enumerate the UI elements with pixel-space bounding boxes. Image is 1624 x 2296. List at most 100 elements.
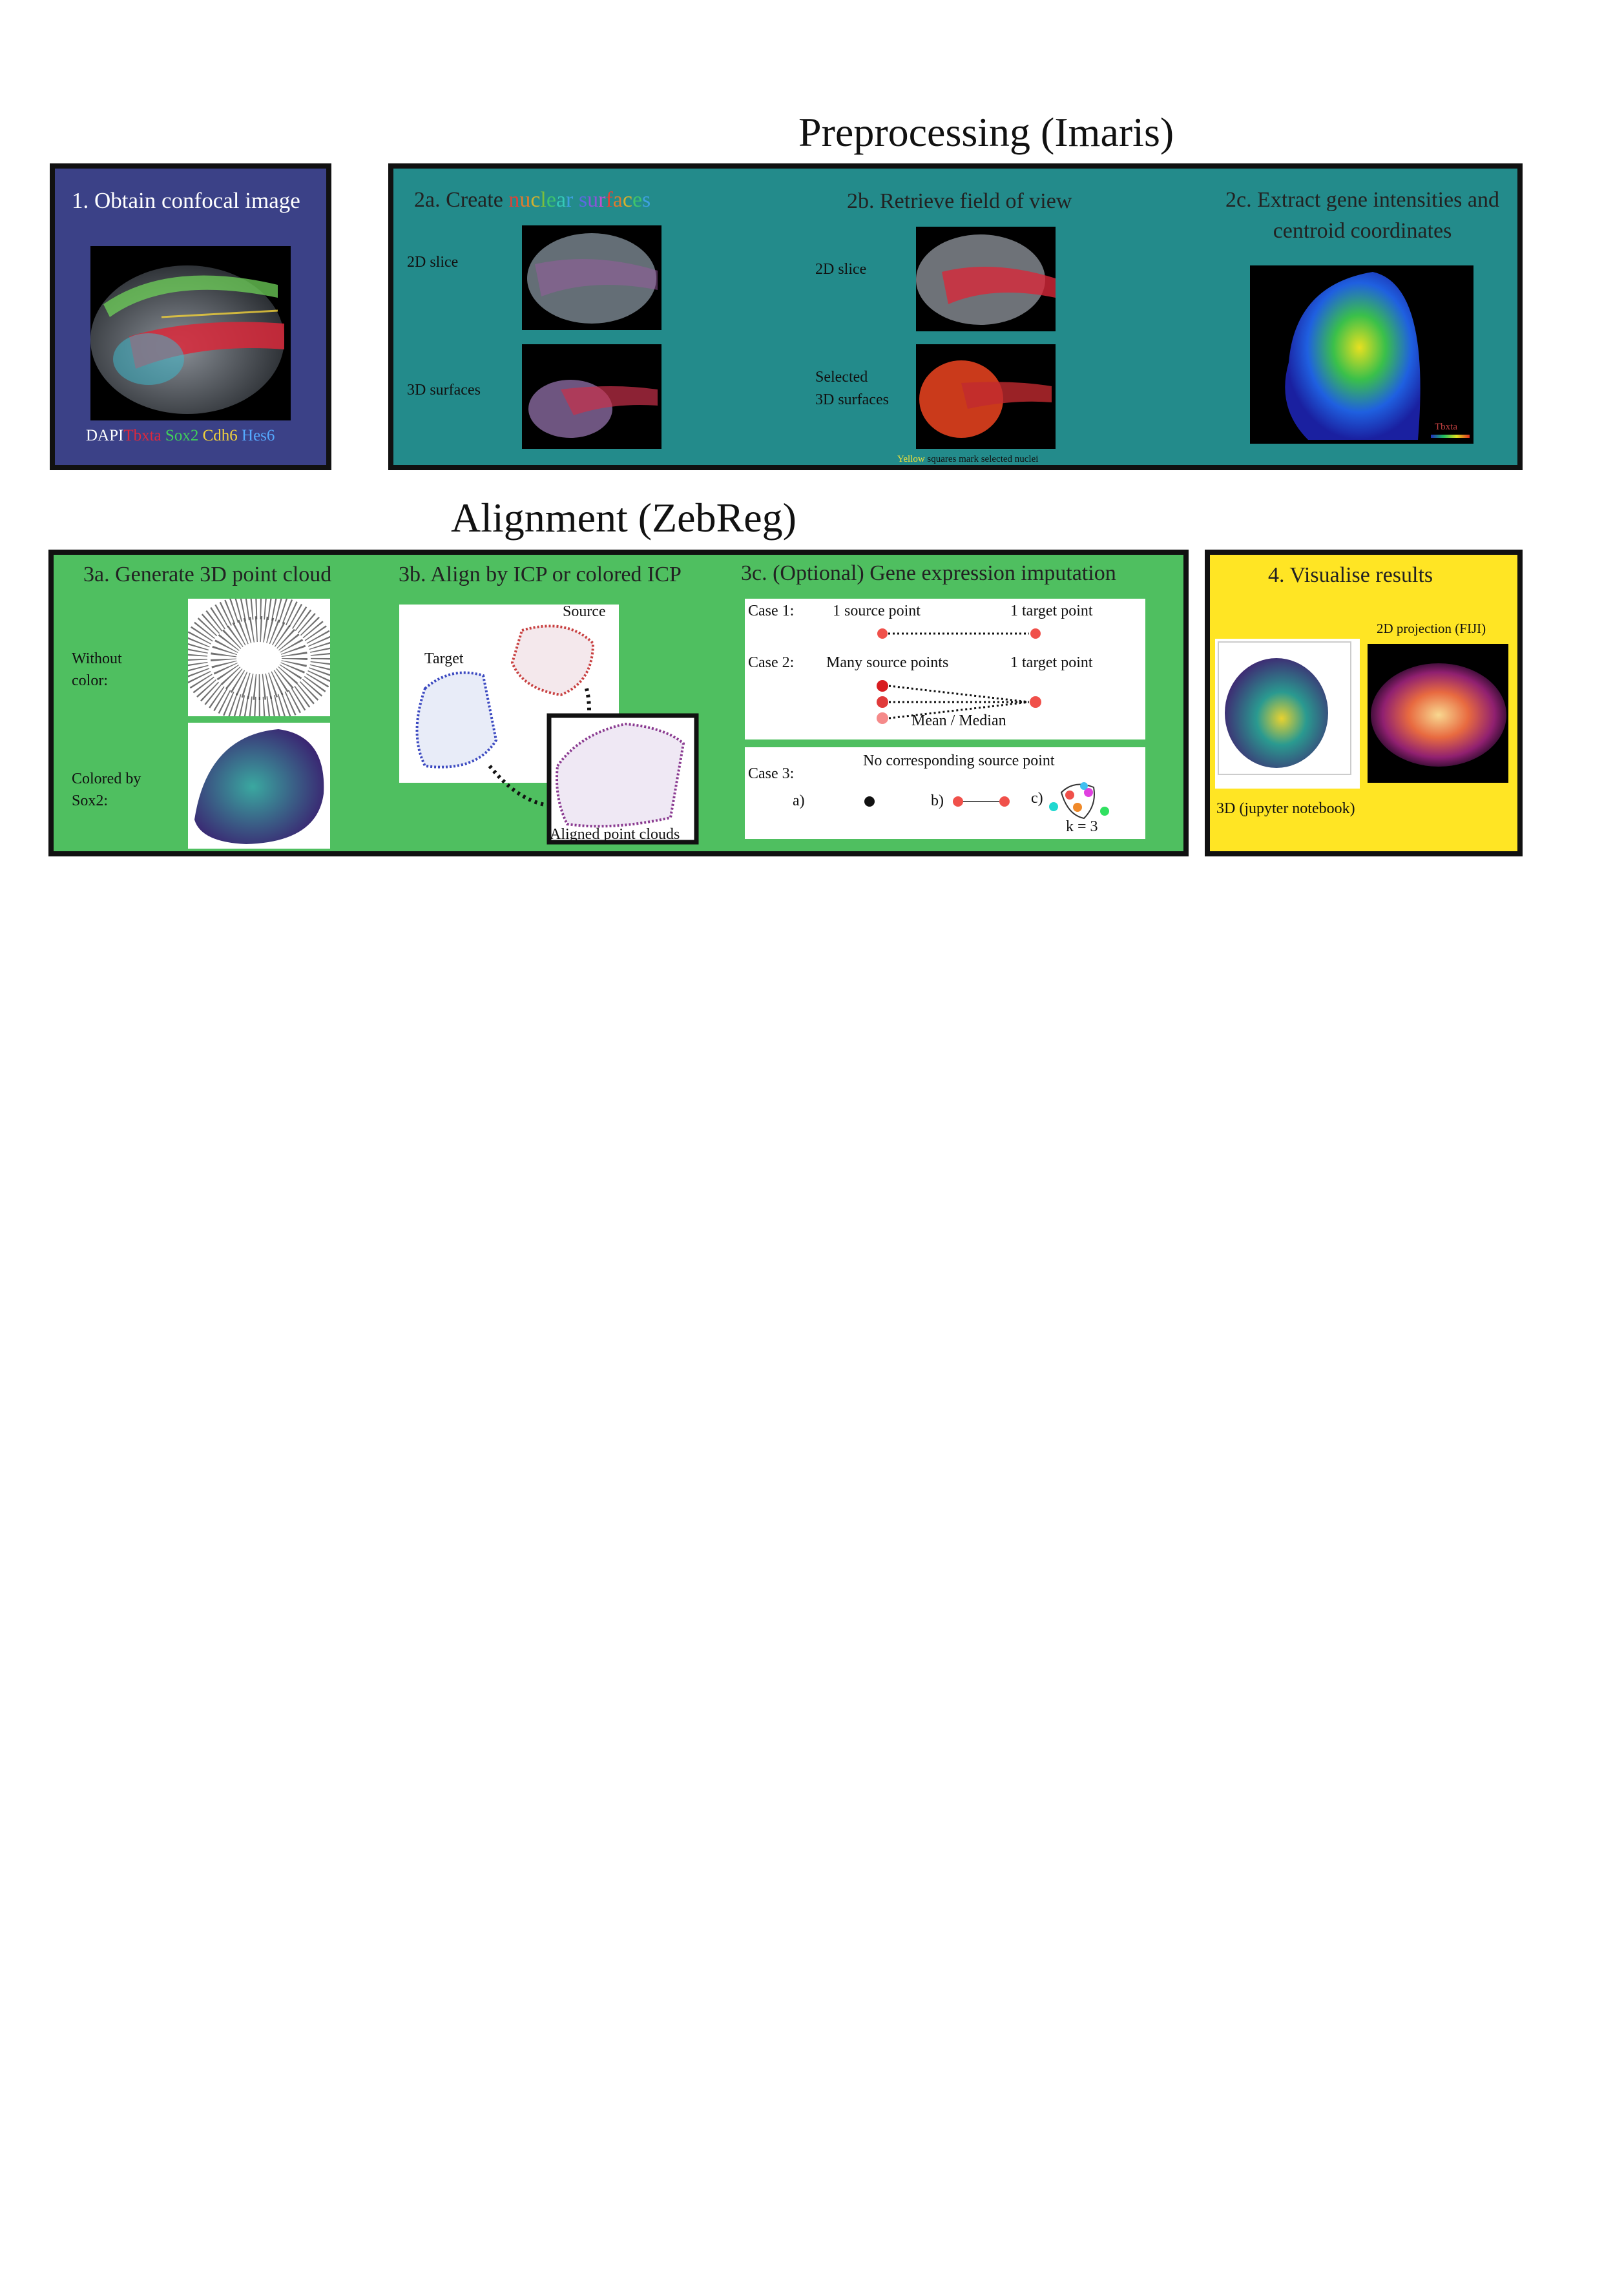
legend-dapi: DAPI [86, 427, 124, 444]
icp-aligned-label: Aligned point clouds [550, 826, 680, 843]
panel3c-title: 3c. (Optional) Gene expression imputatio… [741, 561, 1116, 585]
case2-source-point-2 [877, 696, 888, 708]
field-of-view-2d-image [916, 227, 1056, 331]
case2-source-point-3 [877, 712, 888, 724]
case3c-far-point-1 [1049, 802, 1058, 811]
case3c-center-point [1065, 791, 1074, 800]
panel2a-title-letter: c [530, 188, 541, 212]
preprocessing-heading: Preprocessing (Imaris) [798, 109, 1174, 155]
imputation-case3-box: Case 3: No corresponding source point a)… [745, 747, 1145, 839]
panel-obtain-confocal: 1. Obtain confocal image DAPITbxta Sox2 … [50, 163, 331, 470]
panel2a-title-letter [573, 188, 579, 212]
panel2a-title-letter: f [605, 188, 613, 212]
panel1-title: 1. Obtain confocal image [72, 188, 300, 213]
panel4-label-3d: 3D (jupyter notebook) [1216, 800, 1355, 817]
panel3a-label-colored-2: Sox2: [72, 792, 109, 809]
panel-visualise: 4. Visualise results 2D projection (FIJI… [1205, 550, 1523, 856]
colorbar-label: Tbxta [1435, 422, 1457, 432]
panel2a-title-prefix: 2a. Create [414, 188, 509, 212]
case1-left: 1 source point [833, 603, 921, 619]
panel2a-title-letter: u [519, 188, 531, 212]
legend-sox2: Sox2 [165, 427, 199, 444]
caption-yellow-word: Yellow [897, 454, 925, 464]
imputation-case3-diagram [864, 782, 1109, 820]
panel2a-title-letter: a [612, 188, 623, 212]
nuclear-surfaces-2d-image [522, 225, 661, 330]
icp-figure [415, 625, 699, 845]
panel2a-title-letter: e [546, 188, 556, 212]
imputation-case12-box: Case 1: 1 source point 1 target point Ca… [745, 599, 1145, 739]
legend-tbxta: Tbxta [123, 427, 161, 444]
nuclear-surfaces-3d-image [522, 344, 661, 449]
panel2a-title-letter: n [508, 188, 520, 212]
panel2a-title-letter: u [587, 188, 599, 212]
case3-label: Case 3: [748, 765, 795, 782]
panel2a-title-letter: c [622, 188, 632, 212]
alignment-heading: Alignment (ZebReg) [451, 495, 796, 541]
case2-target-point [1030, 696, 1041, 708]
legend-hes6: Hes6 [242, 427, 275, 444]
panel3a-label-colored-1: Colored by [72, 771, 141, 787]
jupyter-3d-plot [1215, 639, 1360, 789]
caption-rest: squares mark selected nuclei [924, 454, 1039, 464]
point-cloud-plain [188, 599, 330, 716]
panel3a-title: 3a. Generate 3D point cloud [83, 563, 332, 586]
case3-option-b: b) [931, 792, 944, 809]
case3a-point [864, 796, 875, 807]
panel-preprocessing: 2a. Create nuclear surfaces 2D slice 3D … [388, 163, 1523, 470]
case2-label: Case 2: [748, 654, 795, 671]
case2-left: Many source points [826, 654, 949, 671]
panel3a-label-without-1: Without [72, 650, 122, 667]
panel3a-label-without-2: color: [72, 672, 108, 689]
panel2a-title-letter: s [642, 188, 651, 212]
panel2a-title: 2a. Create nuclear surfaces [414, 188, 651, 212]
fiji-2d-projection [1368, 644, 1508, 783]
panel3b-title: 3b. Align by ICP or colored ICP [399, 563, 682, 586]
gene-intensity-image: Tbxta [1250, 265, 1473, 444]
panel2b-caption: Yellow squares mark selected nuclei [897, 454, 1038, 465]
panel2b-label-selected-2: 3D surfaces [815, 391, 889, 408]
case1-right: 1 target point [1010, 603, 1093, 619]
panel1-legend: DAPITbxta Sox2 Cdh6 Hes6 [86, 427, 275, 445]
panel2a-title-letter: a [556, 188, 567, 212]
point-cloud-sox2 [188, 723, 330, 849]
panel2a-label-2d: 2D slice [407, 254, 459, 271]
panel2a-title-letter: r [566, 188, 574, 212]
case3b-point-2 [999, 796, 1010, 807]
panel2a-label-3d: 3D surfaces [407, 382, 481, 398]
case2-right: 1 target point [1010, 654, 1093, 671]
case3-option-c: c) [1031, 790, 1043, 807]
panel4-title: 4. Visualise results [1268, 563, 1433, 587]
case3c-neighbor-2 [1073, 803, 1082, 812]
case3c-neighbor-3 [1080, 782, 1088, 790]
confocal-image [90, 246, 291, 420]
case1-target-point [1030, 628, 1041, 639]
case2-source-point-1 [877, 680, 888, 692]
panel2c-title-1: 2c. Extract gene intensities and [1225, 188, 1499, 212]
case3c-far-point-2 [1100, 807, 1109, 816]
panel2b-title: 2b. Retrieve field of view [847, 189, 1072, 213]
panel-alignment: 3a. Generate 3D point cloud Without colo… [48, 550, 1189, 856]
imputation-case12-diagram [877, 628, 1041, 724]
case3-title: No corresponding source point [863, 752, 1055, 769]
legend-cdh6: Cdh6 [202, 427, 238, 444]
panel4-label-2d: 2D projection (FIJI) [1377, 621, 1486, 636]
icp-source-label: Source [563, 603, 606, 620]
panel2b-label-selected-1: Selected [815, 369, 868, 386]
panel2a-title-letter: r [598, 188, 606, 212]
icp-target-label: Target [424, 650, 464, 667]
case3-k-label: k = 3 [1066, 818, 1098, 835]
case1-source-point [877, 628, 888, 639]
panel2a-title-letter: s [578, 188, 588, 212]
panel2a-title-letter: e [632, 188, 643, 212]
panel2b-label-2d: 2D slice [815, 261, 867, 278]
panel2a-title-letter: l [540, 188, 547, 212]
case1-label: Case 1: [748, 603, 795, 619]
case3c-neighbor-1 [1084, 788, 1093, 797]
case3-option-a: a) [793, 792, 805, 809]
case2-bottom: Mean / Median [911, 712, 1006, 729]
field-of-view-3d-image [916, 344, 1056, 449]
panel2a-title-colored: nuclear surfaces [508, 188, 651, 212]
colorbar [1431, 435, 1470, 438]
case3b-point-1 [953, 796, 963, 807]
